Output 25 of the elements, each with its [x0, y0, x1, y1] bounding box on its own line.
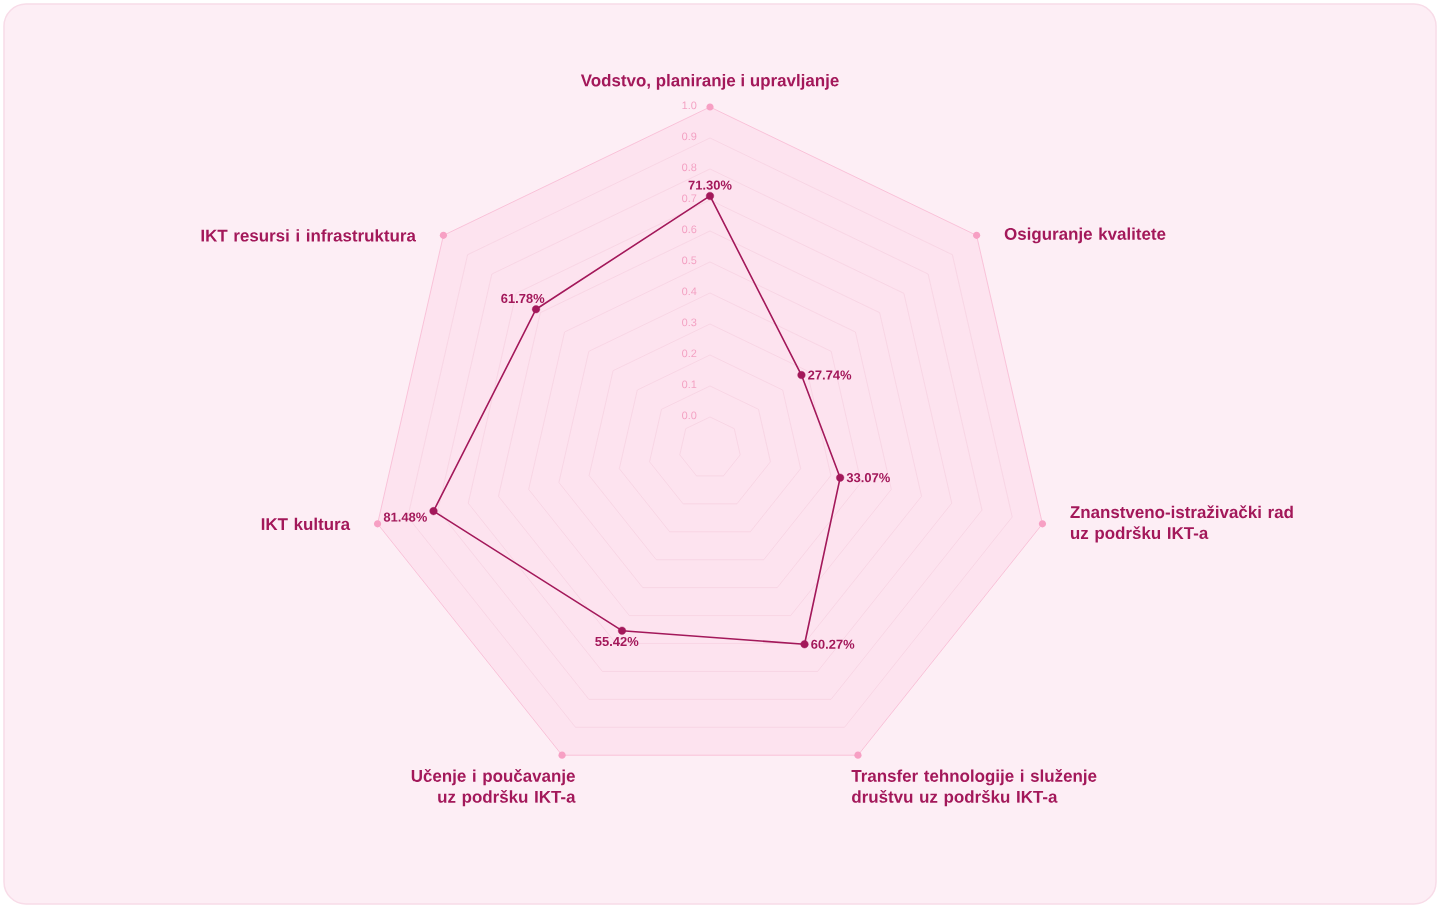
- y-tick-label: 1.0: [682, 101, 697, 110]
- data-label: 60.27%: [811, 639, 855, 649]
- data-label: 71.30%: [688, 180, 732, 190]
- data-label: 27.74%: [808, 370, 852, 380]
- y-tick-label: 0.5: [682, 256, 697, 265]
- data-label: 81.48%: [383, 512, 427, 522]
- y-tick-label: 0.7: [682, 194, 697, 203]
- data-label: 33.07%: [846, 473, 890, 483]
- y-tick-label: 0.3: [682, 318, 697, 327]
- spoke-label: IKT resursi i infrastruktura: [201, 229, 417, 242]
- y-tick-label: 0.1: [682, 380, 697, 389]
- y-tick-label: 0.6: [682, 225, 697, 234]
- spoke-label: Znanstveno-istraživački rad uz podršku IKT-a: [1070, 505, 1293, 543]
- spoke-label: Transfer tehnologije i služenje društvu uz podršku IKT-a: [851, 769, 1097, 807]
- y-tick-label: 0.8: [682, 163, 697, 172]
- y-tick-label: 0.2: [682, 349, 697, 358]
- data-label: 55.42%: [595, 636, 639, 647]
- spoke-label: IKT kultura: [261, 517, 351, 531]
- spoke-label: Vodstvo, planiranje i upravljanje: [580, 73, 839, 90]
- spoke-label: Učenje i poučavanje uz podršku IKT-a: [411, 769, 576, 807]
- y-tick-label: 0.9: [682, 132, 697, 141]
- data-label: 61.78%: [501, 293, 545, 304]
- spoke-label: Osiguranje kvalitete: [1004, 227, 1166, 244]
- y-tick-label: 0.0: [682, 411, 697, 420]
- y-tick-label: 0.4: [682, 287, 697, 296]
